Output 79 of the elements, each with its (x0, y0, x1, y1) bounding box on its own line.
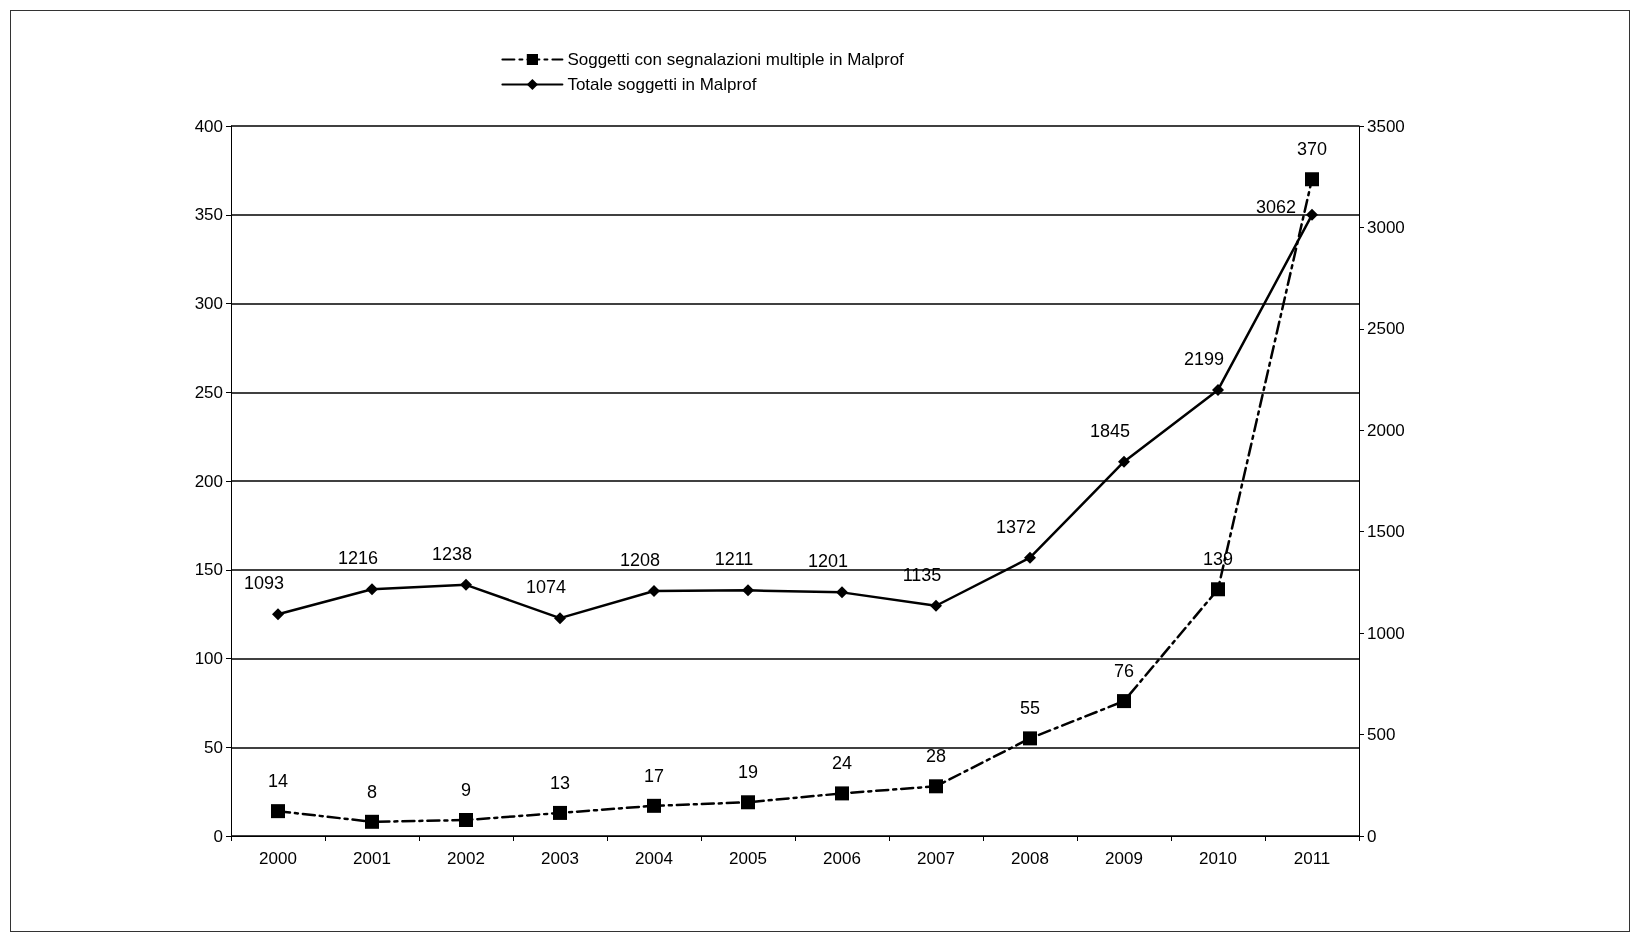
data-label: 1201 (807, 551, 849, 572)
y-tick-label: 300 (194, 294, 223, 313)
point (1211, 582, 1225, 597)
point (648, 584, 660, 597)
x-tick-label: 2011 (1293, 849, 1331, 868)
data-label: 17 (643, 765, 665, 786)
point (459, 813, 473, 828)
x-tick-label: 2006 (823, 849, 861, 868)
point (741, 795, 755, 810)
data-label: 1074 (525, 577, 567, 598)
point (929, 779, 943, 794)
point (836, 586, 848, 599)
x-tick-label: 2002 (447, 849, 485, 868)
y-tick-label: 400 (194, 116, 223, 136)
data-label: 370 (1296, 139, 1328, 160)
data-label: 76 (1113, 661, 1135, 682)
y-tick-label: 50 (204, 737, 223, 757)
y2-tick-label: 1500 (1367, 522, 1405, 542)
y2-tick-label: 2000 (1367, 420, 1405, 440)
data-label: 1372 (995, 516, 1037, 537)
point (460, 578, 472, 591)
y-tick-label: 200 (194, 471, 223, 491)
point (271, 804, 285, 819)
x-tick-label: 2001 (353, 849, 391, 868)
x-tick-label: 2000 (259, 849, 297, 868)
y-tick-label: 100 (194, 649, 223, 668)
y2-tick-label: 2500 (1367, 319, 1405, 339)
point (1118, 455, 1130, 468)
y-tick-label: 0 (213, 826, 223, 846)
y2-tick-label: 3000 (1367, 217, 1405, 237)
y-tick-label: 250 (194, 382, 223, 402)
data-label: 13 (549, 772, 571, 793)
data-label: 1208 (619, 549, 661, 570)
y2-tick-label: 0 (1367, 826, 1377, 846)
y2-tick-label: 500 (1367, 725, 1396, 745)
data-label: 24 (831, 753, 853, 774)
data-label: 3062 (1255, 196, 1296, 217)
point (553, 805, 567, 820)
legend-label: Soggetti con segnalazioni multiple in Malprof (567, 50, 905, 69)
data-label: 8 (366, 781, 378, 802)
data-label: 1845 (1089, 420, 1131, 441)
x-tick-label: 2009 (1105, 849, 1143, 868)
y2-tick-label: 1000 (1367, 623, 1405, 643)
x-tick-label: 2003 (541, 849, 579, 868)
legend-label: Totale soggetti in Malprof (567, 75, 757, 94)
point (930, 599, 942, 612)
y-tick-label: 150 (194, 560, 223, 580)
x-tick-label: 2007 (917, 849, 955, 868)
data-label: 19 (737, 762, 759, 783)
data-label: 1093 (243, 573, 285, 594)
data-label: 28 (925, 746, 947, 767)
y-tick-label: 350 (194, 205, 223, 225)
point (1024, 551, 1036, 564)
point (835, 786, 849, 801)
point (1023, 731, 1037, 746)
data-label: 9 (460, 780, 472, 801)
data-label: 1216 (337, 548, 379, 569)
data-label: 139 (1202, 549, 1234, 570)
point (742, 584, 754, 597)
point (647, 798, 661, 813)
data-label: 2199 (1183, 348, 1225, 369)
data-label: 14 (267, 771, 289, 792)
point (272, 608, 284, 621)
point (1305, 172, 1319, 187)
point (366, 583, 378, 596)
data-label: 1211 (714, 549, 754, 570)
point (1212, 383, 1224, 396)
data-label: 1238 (431, 543, 473, 564)
x-tick-label: 2008 (1011, 849, 1049, 868)
point (1117, 694, 1131, 709)
point (365, 814, 379, 829)
x-tick-label: 2010 (1199, 849, 1237, 868)
y2-tick-label: 3500 (1367, 116, 1405, 136)
point (1306, 208, 1318, 221)
x-tick-label: 2005 (729, 849, 767, 868)
x-tick-label: 2004 (635, 849, 673, 868)
data-label: 1135 (902, 564, 942, 585)
data-label: 55 (1019, 698, 1041, 719)
point (554, 612, 566, 625)
